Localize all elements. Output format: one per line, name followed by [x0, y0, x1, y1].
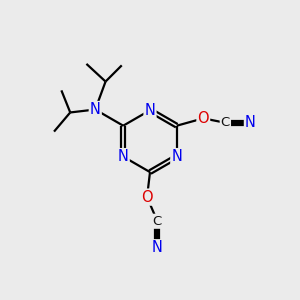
Text: N: N	[152, 240, 163, 255]
Text: O: O	[141, 190, 153, 205]
Text: O: O	[197, 111, 209, 126]
Text: N: N	[145, 103, 155, 118]
Text: N: N	[171, 149, 182, 164]
Text: N: N	[245, 115, 256, 130]
Text: N: N	[118, 149, 129, 164]
Text: C: C	[221, 116, 230, 129]
Text: N: N	[90, 102, 101, 117]
Text: C: C	[153, 215, 162, 228]
